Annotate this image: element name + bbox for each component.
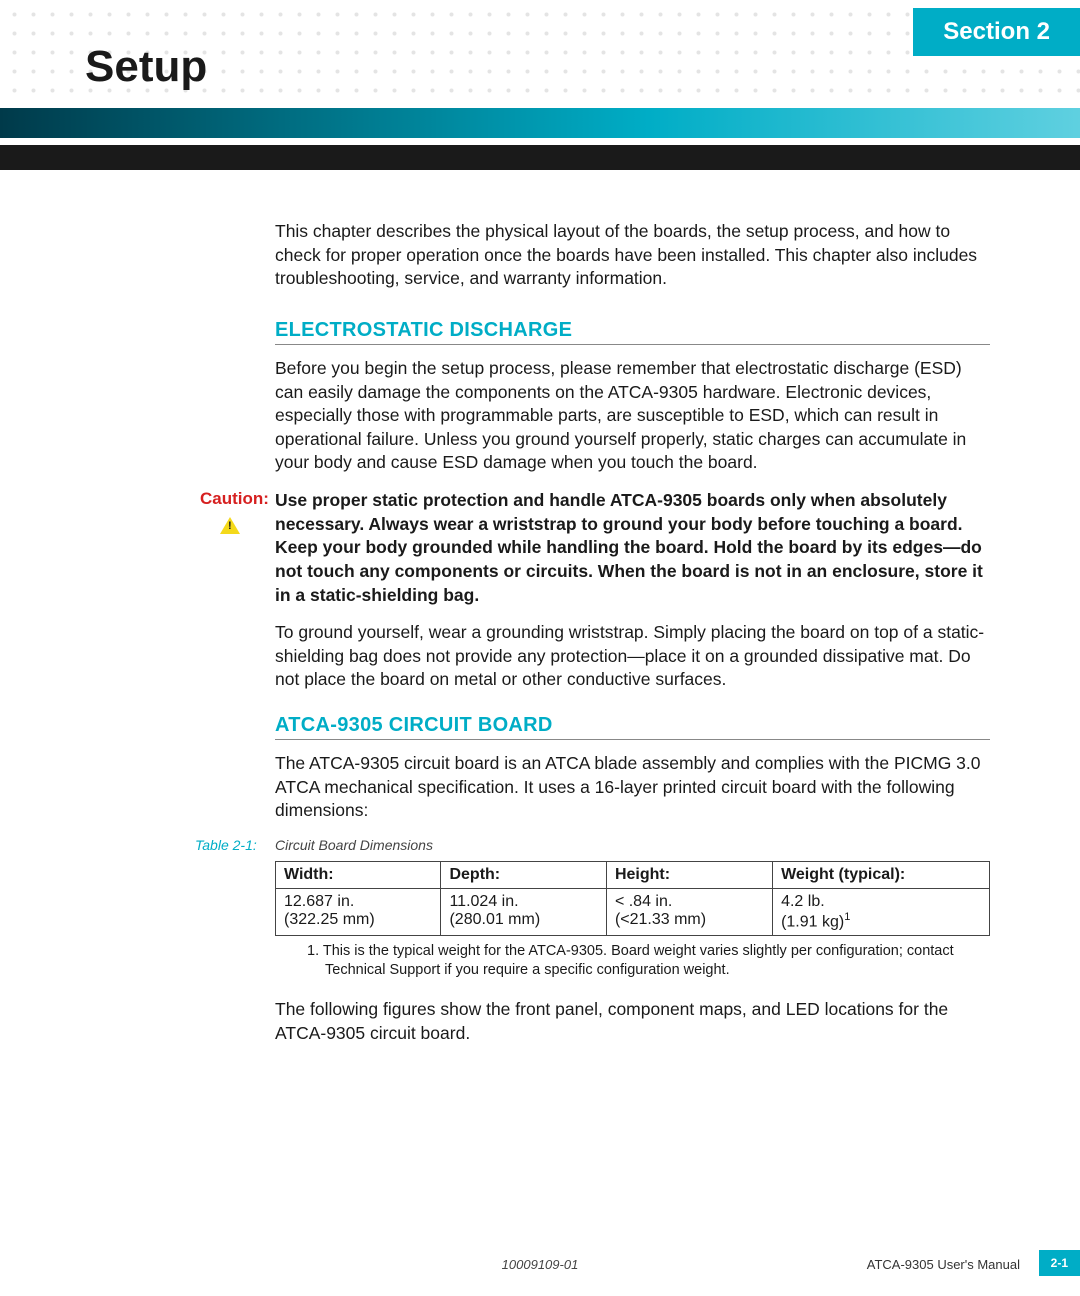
board-paragraph-1: The ATCA-9305 circuit board is an ATCA b… <box>275 752 990 823</box>
intro-paragraph: This chapter describes the physical layo… <box>275 220 990 291</box>
footer-manual-name: ATCA-9305 User's Manual <box>867 1257 1020 1272</box>
width-secondary: (322.25 mm) <box>284 911 432 929</box>
height-secondary: (<21.33 mm) <box>615 911 764 929</box>
table-footnote: 1. This is the typical weight for the AT… <box>275 942 990 980</box>
dimensions-table: Width: Depth: Height: Weight (typical): … <box>275 861 990 936</box>
table-label-row: Table 2-1: Circuit Board Dimensions <box>275 837 990 855</box>
dark-bar <box>0 145 1080 170</box>
weight-secondary-line: (1.91 kg)1 <box>781 911 981 931</box>
caution-label: Caution: <box>200 489 269 509</box>
board-heading: ATCA-9305 CIRCUIT BOARD <box>275 714 990 737</box>
cell-weight: 4.2 lb. (1.91 kg)1 <box>773 888 990 935</box>
col-depth: Depth: <box>441 861 606 888</box>
esd-heading: ELECTROSTATIC DISCHARGE <box>275 319 990 342</box>
footer-doc-number: 10009109-01 <box>502 1257 579 1272</box>
footer-page-number: 2-1 <box>1039 1250 1080 1276</box>
table-header-row: Width: Depth: Height: Weight (typical): <box>276 861 990 888</box>
weight-secondary: (1.91 kg) <box>781 913 844 930</box>
cell-depth: 11.024 in. (280.01 mm) <box>441 888 606 935</box>
height-primary: < .84 in. <box>615 893 764 911</box>
depth-secondary: (280.01 mm) <box>449 911 597 929</box>
board-heading-rule <box>275 739 990 740</box>
table-row: 12.687 in. (322.25 mm) 11.024 in. (280.0… <box>276 888 990 935</box>
page-title: Setup <box>85 42 207 92</box>
gradient-bar <box>0 108 1080 138</box>
esd-paragraph-1: Before you begin the setup process, plea… <box>275 357 990 475</box>
caution-text: Use proper static protection and handle … <box>275 489 990 607</box>
page-footer: 10009109-01 ATCA-9305 User's Manual 2-1 <box>0 1248 1080 1276</box>
warning-triangle-icon <box>220 517 240 534</box>
table-caption: Circuit Board Dimensions <box>275 837 433 853</box>
caution-block: Caution: Use proper static protection an… <box>275 489 990 607</box>
section-tab: Section 2 <box>913 8 1080 56</box>
cell-width: 12.687 in. (322.25 mm) <box>276 888 441 935</box>
col-height: Height: <box>606 861 772 888</box>
esd-paragraph-2: To ground yourself, wear a grounding wri… <box>275 621 990 692</box>
weight-footnote-marker: 1 <box>844 911 850 923</box>
esd-heading-rule <box>275 344 990 345</box>
col-weight: Weight (typical): <box>773 861 990 888</box>
weight-primary: 4.2 lb. <box>781 893 981 911</box>
table-number: Table 2-1: <box>195 837 257 853</box>
width-primary: 12.687 in. <box>284 893 432 911</box>
depth-primary: 11.024 in. <box>449 893 597 911</box>
board-paragraph-2: The following figures show the front pan… <box>275 998 990 1045</box>
main-content: This chapter describes the physical layo… <box>275 220 990 1059</box>
col-width: Width: <box>276 861 441 888</box>
cell-height: < .84 in. (<21.33 mm) <box>606 888 772 935</box>
